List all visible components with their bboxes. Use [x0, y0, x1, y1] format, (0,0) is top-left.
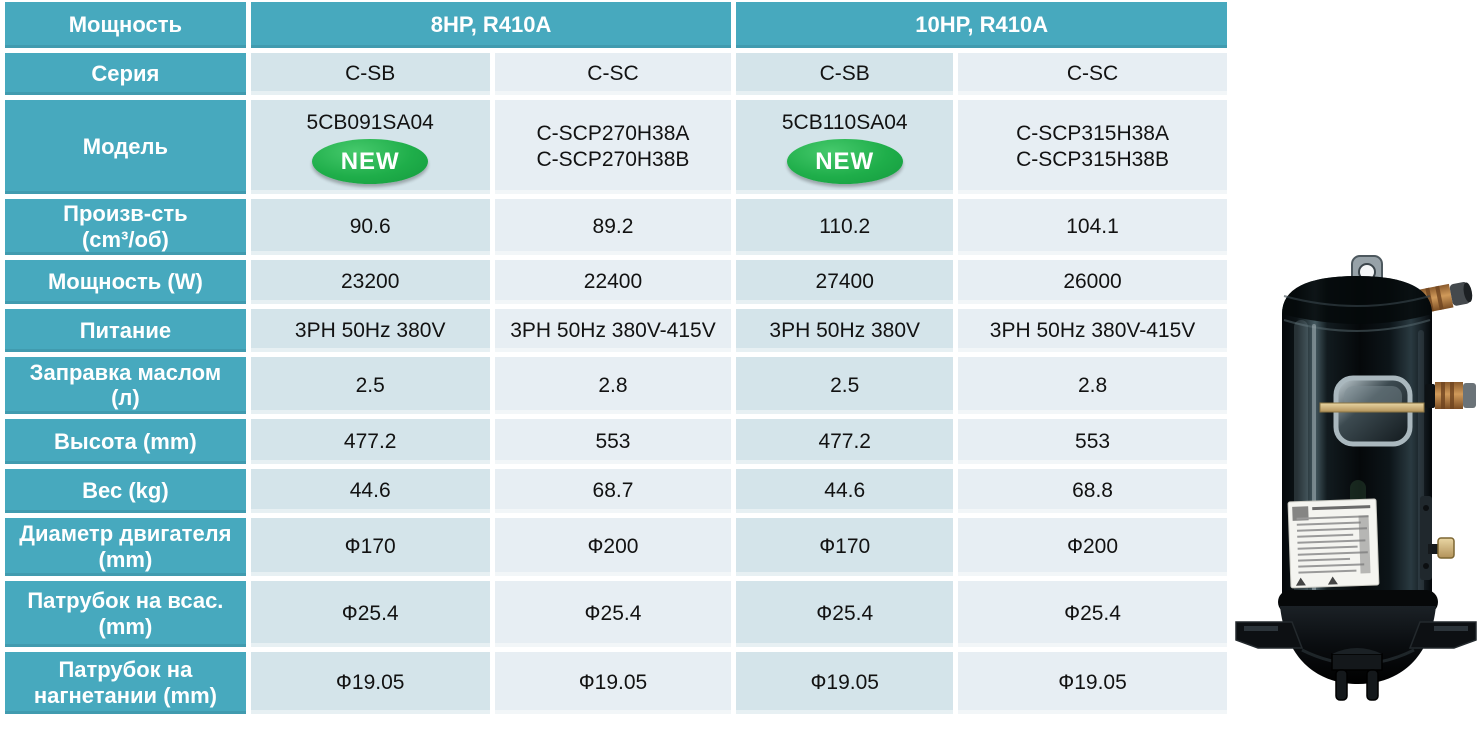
- spec-table: Мощность 8HP, R410A 10HP, R410A Серия C-…: [5, 2, 1227, 714]
- spec-label-icon: [1287, 498, 1380, 589]
- new-badge: NEW: [312, 139, 429, 185]
- row-discharge-port: Патрубок на нагнетании (mm) Ф19.05 Ф19.0…: [5, 652, 1227, 714]
- model-number: 5CB110SA04: [781, 110, 908, 134]
- group-header-8hp: 8HP, R410A: [250, 2, 732, 48]
- row-label: Мощность (W): [5, 260, 246, 304]
- compressor-photo: [1232, 250, 1480, 730]
- row-label: Патрубок на нагнетании (mm): [5, 652, 246, 714]
- row-model: Модель 5CB091SA04 NEW C-SCP270H38A C-SCP…: [5, 100, 1227, 194]
- value-cell: 553: [958, 419, 1227, 464]
- value-cell: Ф19.05: [494, 652, 732, 714]
- group-header-10hp: 10HP, R410A: [736, 2, 1227, 48]
- row-label: Произв-сть (cm³/об): [5, 199, 246, 255]
- value-cell: Ф170: [736, 518, 954, 576]
- series-cell: C-SB: [250, 53, 490, 95]
- value-cell: 3PH 50Hz 380V: [250, 309, 490, 352]
- value-cell: 3PH 50Hz 380V-415V: [494, 309, 732, 352]
- row-displacement: Произв-сть (cm³/об) 90.6 89.2 110.2 104.…: [5, 199, 1227, 255]
- value-cell: 89.2: [494, 199, 732, 255]
- row-height: Высота (mm) 477.2 553 477.2 553: [5, 419, 1227, 464]
- value-cell: 90.6: [250, 199, 490, 255]
- row-supply: Питание 3PH 50Hz 380V 3PH 50Hz 380V-415V…: [5, 309, 1227, 352]
- value-cell: Ф25.4: [958, 581, 1227, 647]
- value-cell: 2.8: [494, 357, 732, 414]
- compressor-base: [1235, 590, 1477, 701]
- value-cell: 477.2: [250, 419, 490, 464]
- row-series: Серия C-SB C-SC C-SB C-SC: [5, 53, 1227, 95]
- model-number: 5CB091SA04: [306, 110, 434, 134]
- value-cell: 3PH 50Hz 380V-415V: [958, 309, 1227, 352]
- row-motor-diameter: Диаметр двигателя (mm) Ф170 Ф200 Ф170 Ф2…: [5, 518, 1227, 576]
- model-number: C-SCP315H38A C-SCP315H38B: [1016, 121, 1169, 171]
- row-power: Мощность 8HP, R410A 10HP, R410A: [5, 2, 1227, 48]
- value-cell: Ф170: [250, 518, 490, 576]
- value-cell: 27400: [736, 260, 954, 304]
- suction-pipe-icon: [1425, 382, 1476, 409]
- value-cell: Ф200: [958, 518, 1227, 576]
- row-label: Высота (mm): [5, 419, 246, 464]
- value-cell: 68.8: [958, 469, 1227, 513]
- value-cell: 3PH 50Hz 380V: [736, 309, 954, 352]
- value-cell: Ф19.05: [958, 652, 1227, 714]
- value-cell: Ф25.4: [250, 581, 490, 647]
- value-cell: 68.7: [494, 469, 732, 513]
- value-cell: 23200: [250, 260, 490, 304]
- value-cell: 2.5: [736, 357, 954, 414]
- model-cell: 5CB110SA04 NEW: [736, 100, 954, 194]
- model-cell: 5CB091SA04 NEW: [250, 100, 490, 194]
- value-cell: 553: [494, 419, 732, 464]
- value-cell: 104.1: [958, 199, 1227, 255]
- value-cell: 44.6: [250, 469, 490, 513]
- value-cell: 110.2: [736, 199, 954, 255]
- row-label-series: Серия: [5, 53, 246, 95]
- row-suction-port: Патрубок на всас. (mm) Ф25.4 Ф25.4 Ф25.4…: [5, 581, 1227, 647]
- value-cell: Ф19.05: [736, 652, 954, 714]
- sight-pad-icon: [1319, 375, 1425, 447]
- row-label-power: Мощность: [5, 2, 246, 48]
- model-cell: C-SCP315H38A C-SCP315H38B: [958, 100, 1227, 194]
- row-label: Диаметр двигателя (mm): [5, 518, 246, 576]
- value-cell: 2.8: [958, 357, 1227, 414]
- row-weight: Вес (kg) 44.6 68.7 44.6 68.8: [5, 469, 1227, 513]
- service-valve-icon: [1428, 537, 1455, 559]
- value-cell: Ф200: [494, 518, 732, 576]
- series-cell: C-SC: [494, 53, 732, 95]
- value-cell: 22400: [494, 260, 732, 304]
- row-power-w: Мощность (W) 23200 22400 27400 26000: [5, 260, 1227, 304]
- value-cell: 477.2: [736, 419, 954, 464]
- row-label: Вес (kg): [5, 469, 246, 513]
- series-cell: C-SB: [736, 53, 954, 95]
- row-label-model: Модель: [5, 100, 246, 194]
- value-cell: 2.5: [250, 357, 490, 414]
- model-cell: C-SCP270H38A C-SCP270H38B: [494, 100, 732, 194]
- row-oil: Заправка маслом (л) 2.5 2.8 2.5 2.8: [5, 357, 1227, 414]
- new-badge: NEW: [786, 139, 903, 185]
- value-cell: 44.6: [736, 469, 954, 513]
- compressor-illustration: [1235, 255, 1477, 701]
- row-label: Заправка маслом (л): [5, 357, 246, 414]
- series-cell: C-SC: [958, 53, 1227, 95]
- value-cell: 26000: [958, 260, 1227, 304]
- row-label: Патрубок на всас. (mm): [5, 581, 246, 647]
- row-label: Питание: [5, 309, 246, 352]
- value-cell: Ф25.4: [494, 581, 732, 647]
- model-number: C-SCP270H38A C-SCP270H38B: [536, 121, 690, 171]
- value-cell: Ф25.4: [736, 581, 954, 647]
- value-cell: Ф19.05: [250, 652, 490, 714]
